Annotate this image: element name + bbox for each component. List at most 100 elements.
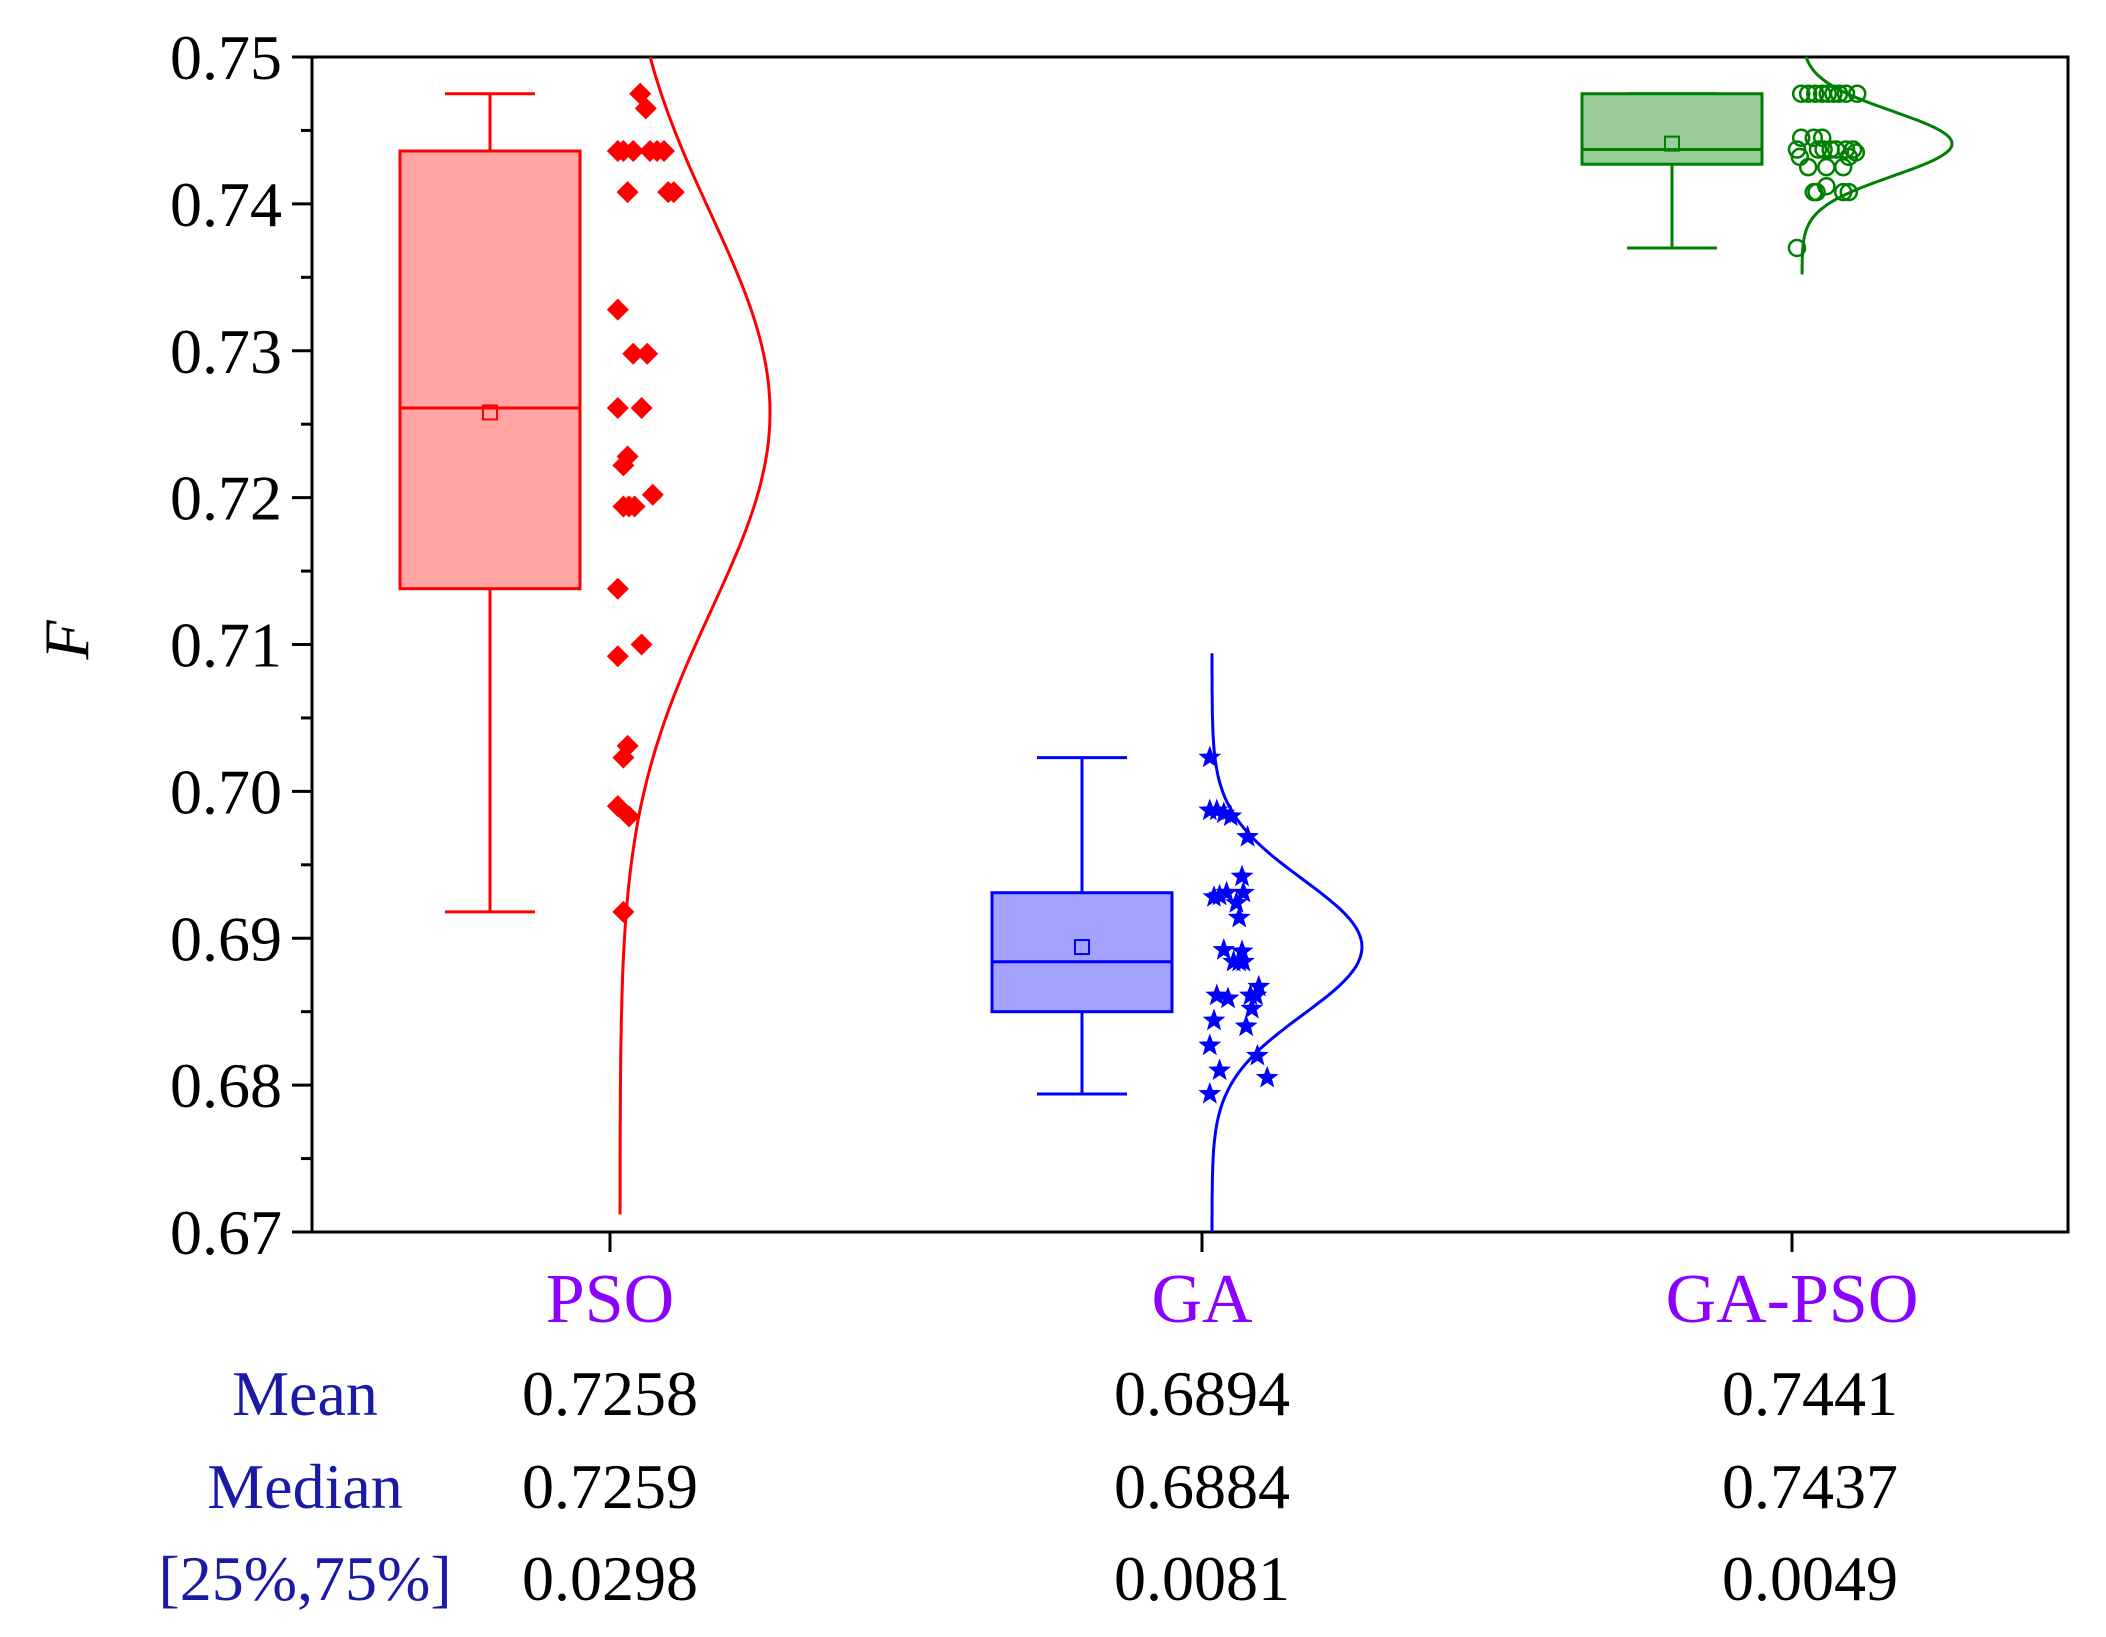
mean-marker <box>482 404 498 421</box>
data-point-star <box>1202 1008 1226 1031</box>
data-point-star <box>1230 939 1254 962</box>
y-axis-label: F <box>31 620 102 661</box>
normal-curve <box>1210 653 1364 1232</box>
stats-row-label: [25%,75%] <box>158 1543 451 1614</box>
data-point-circle <box>1787 238 1807 258</box>
data-point-star <box>1225 891 1248 913</box>
data-point-star <box>1246 1043 1269 1066</box>
box-group-ga <box>990 653 1364 1232</box>
box-group-ga-pso <box>1580 56 1954 275</box>
box-group-pso <box>398 56 772 1215</box>
y-tick-label: 0.75 <box>170 22 282 93</box>
stats-value: 0.6884 <box>1114 1451 1290 1522</box>
data-point-star <box>1212 938 1236 960</box>
data-point-diamond <box>630 397 653 420</box>
y-tick-label: 0.73 <box>170 316 282 387</box>
data-point-star <box>1227 905 1251 928</box>
data-point-star <box>1208 1058 1231 1081</box>
data-point-circle <box>1798 157 1818 177</box>
y-tick-label: 0.72 <box>170 463 282 534</box>
data-point-diamond <box>622 342 645 365</box>
data-point-star <box>1212 801 1236 824</box>
data-point-circle <box>1805 84 1825 103</box>
data-point-diamond <box>636 342 659 365</box>
stats-value: 0.0081 <box>1114 1543 1290 1614</box>
data-point-star <box>1247 974 1271 997</box>
stats-row-label: Median <box>207 1451 403 1522</box>
data-point-star <box>1230 864 1254 887</box>
data-point-circle <box>1807 182 1826 202</box>
data-point-star <box>1198 1081 1222 1104</box>
iqr-box <box>398 149 582 591</box>
data-point-star <box>1219 804 1243 827</box>
data-point-circle <box>1814 140 1833 159</box>
data-point-circle <box>1836 84 1856 103</box>
data-point-diamond <box>606 397 629 420</box>
y-tick-label: 0.69 <box>170 903 282 974</box>
data-point-diamond <box>622 140 645 162</box>
stats-value: 0.7258 <box>522 1358 698 1429</box>
data-point-diamond <box>634 97 657 120</box>
stats-value: 0.6894 <box>1114 1358 1290 1429</box>
y-axis: 0.67 0.68 0.69 0.70 0.71 0.72 0.73 0.74 0.75 <box>170 22 312 1268</box>
data-point-diamond <box>606 298 629 321</box>
data-point-diamond <box>618 805 640 828</box>
normal-curve <box>1800 56 1954 275</box>
data-point-diamond <box>630 633 653 656</box>
data-point-star <box>1208 883 1231 906</box>
data-point-circle <box>1839 147 1859 167</box>
data-point-star <box>1205 983 1229 1006</box>
data-point-diamond <box>653 140 675 162</box>
normal-curve <box>618 56 772 1215</box>
data-point-circle <box>1839 182 1859 202</box>
data-point-star <box>1232 949 1255 972</box>
box-groups <box>398 56 1954 1232</box>
data-point-diamond <box>616 445 639 468</box>
data-point-star <box>1236 824 1259 847</box>
data-point-star <box>1244 983 1268 1006</box>
data-point-diamond <box>606 645 629 668</box>
data-point-circle <box>1833 157 1853 177</box>
stats-table: Mean 0.7258 0.6894 0.7441 Median 0.7259 0.6884… <box>158 1358 1898 1614</box>
data-point-diamond <box>612 900 635 923</box>
stats-row-1: Median 0.7259 0.6884 0.7437 <box>207 1451 1898 1522</box>
x-category-label: GA-PSO <box>1666 1261 1919 1338</box>
data-point-star <box>1240 996 1264 1019</box>
y-tick-label: 0.71 <box>170 610 282 681</box>
y-tick-label: 0.70 <box>170 756 282 827</box>
iqr-box <box>990 891 1174 1014</box>
data-point-circle <box>1817 157 1836 177</box>
stats-value: 0.0049 <box>1722 1543 1898 1614</box>
data-point-circle <box>1808 140 1828 159</box>
data-point-circle <box>1791 128 1811 148</box>
stats-row-2: [25%,75%] 0.0298 0.0081 0.0049 <box>158 1543 1898 1614</box>
iqr-box <box>1580 92 1764 166</box>
y-tick-label: 0.67 <box>170 1197 282 1268</box>
data-point-star <box>1216 986 1240 1009</box>
data-point-diamond <box>623 495 646 518</box>
stats-value: 0.7437 <box>1722 1451 1898 1522</box>
data-point-star <box>1215 880 1238 903</box>
y-tick-label: 0.74 <box>170 169 282 240</box>
mean-marker <box>1664 135 1680 152</box>
data-point-diamond <box>606 577 629 600</box>
stats-value: 0.7441 <box>1722 1358 1898 1429</box>
data-point-circle <box>1804 128 1824 148</box>
x-category-label: PSO <box>546 1261 674 1338</box>
data-point-diamond <box>641 483 664 506</box>
data-point-star <box>1205 798 1229 821</box>
data-point-circle <box>1798 84 1818 103</box>
data-point-circle <box>1791 84 1811 103</box>
stats-row-0: Mean 0.7258 0.6894 0.7441 <box>232 1358 1898 1429</box>
stats-value: 0.7259 <box>522 1451 698 1522</box>
data-point-star <box>1255 1065 1279 1088</box>
data-point-diamond <box>662 181 685 204</box>
x-axis: PSO GA GA-PSO <box>546 1232 1919 1338</box>
data-point-diamond <box>616 734 639 757</box>
x-category-label: GA <box>1151 1261 1253 1338</box>
stats-row-label: Mean <box>232 1358 378 1429</box>
data-point-star <box>1198 745 1222 768</box>
data-point-star <box>1198 1033 1222 1056</box>
y-tick-label: 0.68 <box>170 1050 282 1121</box>
